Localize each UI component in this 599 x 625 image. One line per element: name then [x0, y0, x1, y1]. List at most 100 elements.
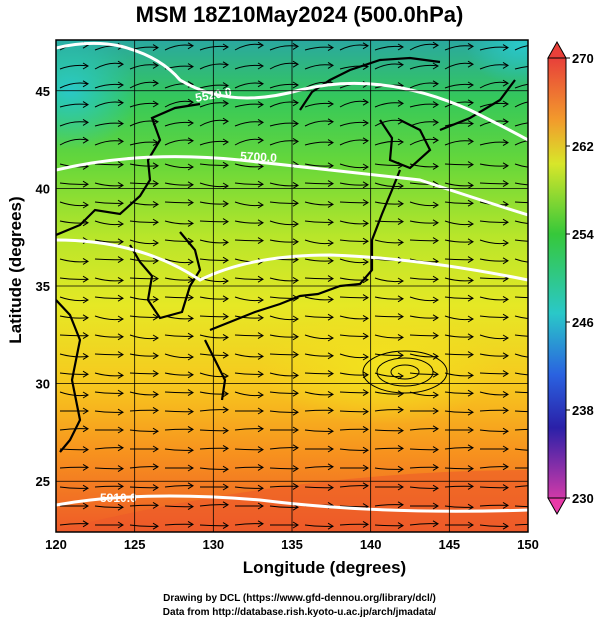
x-tick-labels: 120 125 130 135 140 145 150	[45, 537, 539, 552]
streamline	[514, 220, 528, 224]
streamline	[374, 315, 404, 318]
streamline-arrow	[432, 237, 439, 245]
streamline-arrow	[467, 161, 474, 169]
streamline-arrow	[292, 181, 299, 189]
streamline	[479, 258, 509, 262]
streamline-arrow	[222, 522, 229, 530]
streamline	[234, 334, 264, 337]
streamline-arrow	[187, 199, 194, 207]
streamline	[234, 448, 264, 451]
streamline-arrow	[222, 117, 229, 125]
streamline-arrow	[432, 446, 439, 454]
streamline	[514, 163, 528, 168]
streamline	[304, 391, 334, 396]
streamline-arrow	[502, 295, 509, 303]
streamline	[94, 410, 124, 413]
streamline-arrow	[187, 219, 194, 227]
colorbar: 270 262 254 246 238 230	[547, 40, 594, 516]
streamline-arrow	[432, 391, 439, 399]
streamline	[339, 410, 369, 413]
streamline-arrow	[432, 425, 439, 433]
streamline	[479, 409, 509, 412]
streamline-arrow	[432, 201, 439, 209]
streamline-arrow	[538, 120, 543, 126]
streamline-arrow	[502, 218, 509, 226]
streamline-arrow	[152, 522, 159, 530]
streamline-arrow	[467, 389, 474, 397]
streamline-arrow	[152, 295, 159, 303]
streamline	[339, 201, 369, 204]
streamline-arrow	[152, 484, 159, 492]
streamline	[234, 121, 264, 127]
streamline	[129, 81, 159, 89]
streamline-arrow	[467, 521, 474, 529]
streamline-arrow	[257, 332, 264, 340]
streamline-arrow	[292, 389, 299, 397]
streamline	[304, 163, 334, 167]
streamline-arrow	[257, 520, 264, 528]
streamline-arrow	[327, 61, 334, 69]
streamline-arrow	[467, 333, 474, 341]
streamline-arrow	[397, 200, 404, 208]
streamline	[444, 220, 474, 226]
streamline-arrow	[397, 444, 404, 452]
streamline	[164, 239, 194, 242]
streamline-arrow	[327, 463, 334, 471]
streamline	[339, 220, 369, 225]
streamline-arrow	[362, 425, 369, 433]
streamline-arrow	[362, 219, 369, 227]
colorbar-tick-label: 270	[572, 51, 594, 66]
streamline	[409, 43, 439, 51]
streamline-arrow	[292, 199, 299, 207]
streamline	[94, 277, 124, 282]
streamline-arrow	[397, 427, 404, 435]
streamline-arrow	[152, 352, 159, 360]
streamline-arrow	[327, 313, 334, 321]
streamline-arrow	[538, 138, 543, 144]
streamline	[444, 334, 474, 338]
streamline-arrow	[397, 465, 404, 473]
y-axis-label: Latitude (degrees)	[6, 196, 25, 344]
streamline-arrow	[467, 137, 474, 145]
streamline-arrow	[397, 238, 404, 246]
streamline-arrow	[82, 275, 89, 283]
streamline	[304, 201, 334, 206]
streamline	[269, 467, 299, 470]
streamline	[199, 372, 229, 378]
streamline	[269, 353, 299, 356]
colorbar-bottom-arrow	[547, 497, 567, 516]
streamline-arrow	[327, 352, 334, 360]
streamline-arrow	[327, 239, 334, 247]
streamline-arrow	[397, 351, 404, 359]
streamline-arrow	[432, 352, 439, 360]
streamline	[514, 485, 528, 488]
streamline-arrow	[117, 351, 124, 359]
streamline	[514, 391, 528, 394]
streamline-arrow	[362, 464, 369, 472]
streamline	[514, 239, 528, 242]
streamline	[129, 429, 159, 432]
streamline-arrow	[82, 352, 89, 360]
streamline-arrow	[117, 521, 124, 529]
streamline	[59, 353, 89, 358]
streamline-arrow	[397, 61, 404, 69]
streamline-arrow	[222, 313, 229, 321]
streamline	[339, 121, 369, 127]
streamline	[164, 201, 194, 204]
streamline-arrow	[222, 138, 229, 146]
streamline-arrow	[152, 257, 159, 265]
streamline-arrow	[117, 389, 124, 397]
streamline-arrow	[502, 180, 509, 188]
streamline	[59, 220, 89, 224]
streamline-arrow	[292, 99, 299, 107]
streamline-arrow	[117, 444, 124, 452]
streamline-arrow	[397, 406, 404, 414]
streamline	[444, 505, 474, 508]
streamline	[304, 277, 334, 280]
streamline	[164, 277, 194, 281]
streamline	[94, 334, 124, 338]
y-tick-label: 45	[36, 84, 50, 99]
streamline	[479, 220, 509, 223]
streamline	[374, 429, 404, 432]
streamline	[479, 182, 509, 185]
